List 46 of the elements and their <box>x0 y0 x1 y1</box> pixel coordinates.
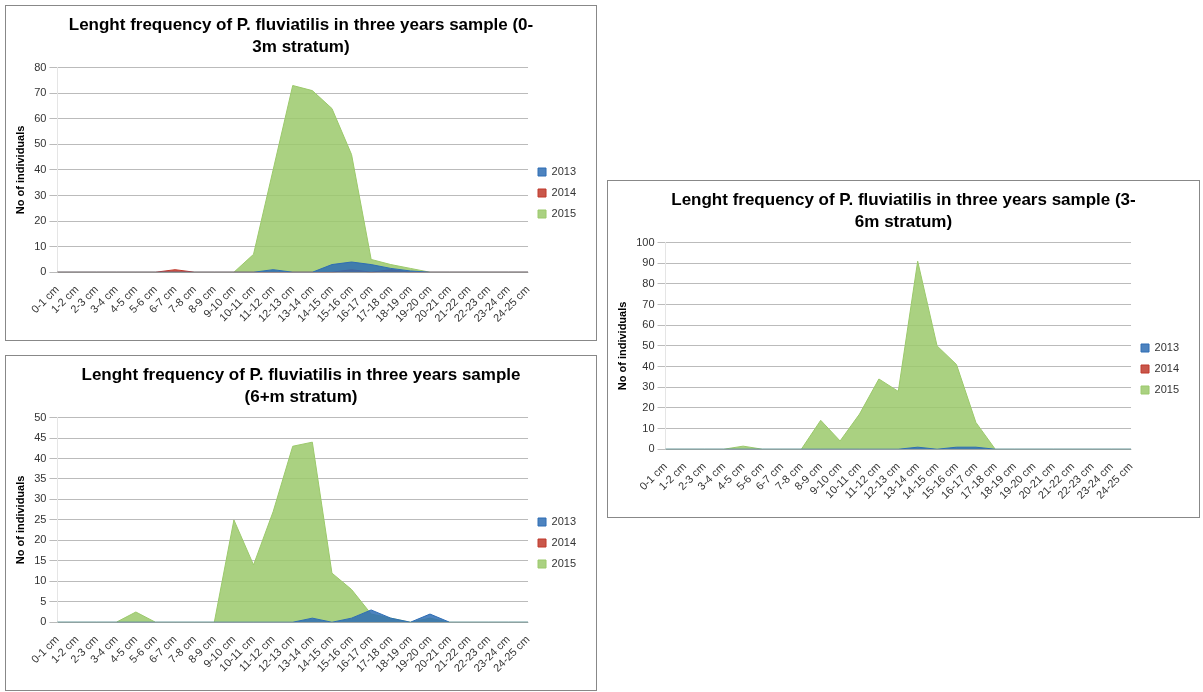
y-tick-label: 20 <box>642 400 655 413</box>
legend-label: 2013 <box>551 165 577 178</box>
y-tick-label: 45 <box>34 431 47 444</box>
y-tick-label: 0 <box>648 442 655 455</box>
y-tick-label: 10 <box>642 421 655 434</box>
y-tick-label: 0 <box>40 615 47 628</box>
y-tick-label: 5 <box>40 594 47 607</box>
y-tick-label: 10 <box>34 574 47 587</box>
y-tick-label: 70 <box>642 297 655 310</box>
legend-label: 2013 <box>551 515 577 528</box>
legend-label: 2013 <box>1154 341 1180 354</box>
y-tick-label: 90 <box>642 256 655 269</box>
y-tick-label: 25 <box>34 512 47 525</box>
y-tick-label: 60 <box>642 318 655 331</box>
legend-label: 2015 <box>551 557 577 570</box>
y-tick-label: 60 <box>34 111 47 124</box>
y-tick-label: 20 <box>34 533 47 546</box>
y-tick-label: 40 <box>642 359 655 372</box>
y-tick-label: 30 <box>34 188 47 201</box>
chart-title: Lenght frequency of P. fluviatilis in three years sample (3-6m stratum) <box>670 189 1137 233</box>
y-tick-label: 50 <box>34 410 47 423</box>
y-tick-label: 35 <box>34 472 47 485</box>
y-tick-label: 30 <box>34 492 47 505</box>
legend-label: 2014 <box>551 536 577 549</box>
y-tick-label: 70 <box>34 86 47 99</box>
y-tick-label: 40 <box>34 451 47 464</box>
y-tick-label: 10 <box>34 239 47 252</box>
y-tick-label: 80 <box>34 60 47 73</box>
y-tick-label: 50 <box>34 137 47 150</box>
y-tick-label: 30 <box>642 380 655 393</box>
legend-label: 2015 <box>551 207 577 220</box>
y-tick-label: 100 <box>636 235 655 248</box>
y-axis-title: No of individuals <box>13 125 26 215</box>
y-tick-label: 50 <box>642 338 655 351</box>
y-tick-label: 80 <box>642 276 655 289</box>
y-axis-title: No of individuals <box>615 301 628 391</box>
y-tick-label: 0 <box>40 265 47 278</box>
y-tick-label: 40 <box>34 162 47 175</box>
legend-label: 2015 <box>1154 383 1180 396</box>
y-tick-label: 15 <box>34 553 47 566</box>
legend-label: 2014 <box>551 186 577 199</box>
y-axis-title: No of individuals <box>13 475 26 565</box>
legend-label: 2014 <box>1154 362 1180 375</box>
chart-title: Lenght frequency of P. fluviatilis in three years sample (0-3m stratum) <box>67 14 535 58</box>
y-tick-label: 20 <box>34 214 47 227</box>
chart-title: Lenght frequency of P. fluviatilis in three years sample (6+m stratum) <box>80 364 522 408</box>
